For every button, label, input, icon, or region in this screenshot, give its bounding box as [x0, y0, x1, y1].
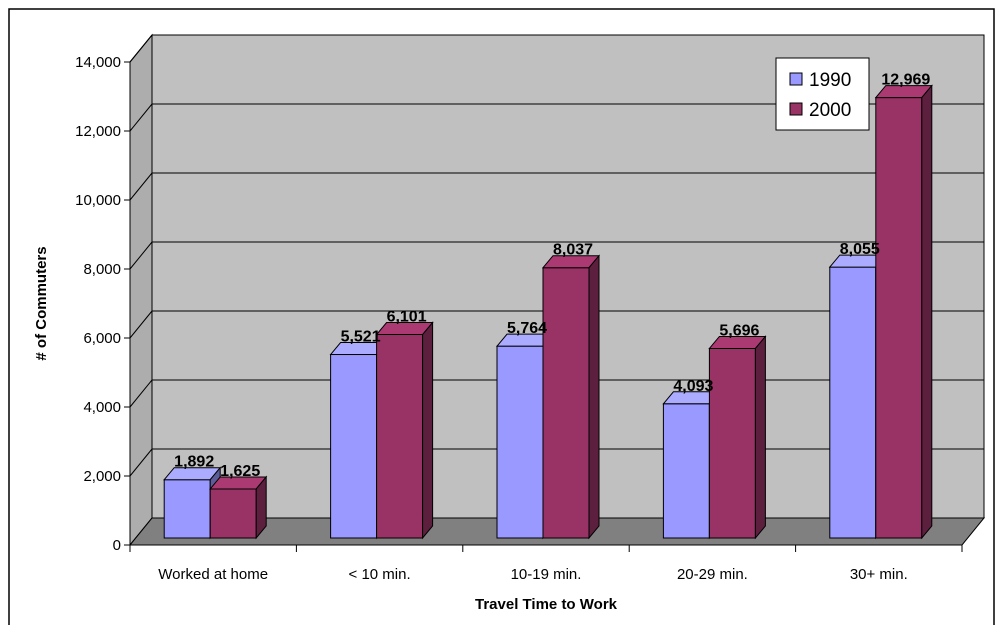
- bars: [163, 84, 933, 540]
- data-label: 4,093: [673, 378, 713, 395]
- gridline-side: [129, 34, 153, 63]
- data-label: 8,055: [840, 241, 880, 258]
- y-tick-label: 0: [113, 537, 121, 554]
- y-tick-label: 4,000: [83, 399, 121, 416]
- data-label: 5,764: [507, 320, 547, 337]
- bar-front: [829, 266, 877, 539]
- y-tick-label: 10,000: [75, 192, 121, 209]
- bar-front: [708, 347, 756, 539]
- y-tick-label: 2,000: [83, 468, 121, 485]
- x-tick-label: 20-29 min.: [677, 566, 748, 583]
- data-labels: 1,892 1,625 5,521 6,101 5,764 8,037 4,093 5,696…: [174, 72, 930, 480]
- data-label: 6,101: [387, 309, 427, 326]
- y-tick-label: 14,000: [75, 54, 121, 71]
- bar-front: [330, 354, 378, 539]
- bar-side: [754, 335, 766, 540]
- bar-front: [163, 479, 211, 539]
- legend: 1990 2000: [775, 57, 870, 131]
- data-label: 5,521: [341, 329, 381, 346]
- x-tick-labels: Worked at home < 10 min. 10-19 min. 20-29 m…: [158, 566, 907, 583]
- x-tick-label: 10-19 min.: [511, 566, 582, 583]
- bar-2000-3: [708, 335, 767, 540]
- gridline-side: [129, 379, 153, 408]
- gridline-side: [129, 103, 153, 132]
- gridline-side: [129, 241, 153, 270]
- bar-2000-1: [375, 321, 434, 540]
- bar-front: [542, 267, 590, 539]
- legend-swatch-2000: [789, 102, 803, 116]
- bar-front: [376, 334, 424, 539]
- x-axis-title: Travel Time to Work: [475, 596, 618, 613]
- bar-front: [662, 403, 710, 539]
- bar-2000-4: [874, 84, 933, 540]
- side-wall: [129, 33, 153, 547]
- x-tick-label: < 10 min.: [349, 566, 411, 583]
- bar-front: [209, 488, 257, 539]
- bar-front: [875, 97, 923, 539]
- bar-side: [921, 84, 933, 540]
- legend-label-2000: 2000: [809, 100, 851, 121]
- x-tick-label: 30+ min.: [850, 566, 908, 583]
- bar-2000-2: [541, 254, 601, 540]
- bar-2000-0: [209, 475, 268, 540]
- bar-side: [588, 254, 600, 540]
- y-tick-label: 6,000: [83, 330, 121, 347]
- legend-box: [775, 57, 870, 131]
- data-label: 12,969: [881, 72, 930, 89]
- gridline-side: [129, 172, 153, 201]
- data-label: 8,037: [553, 242, 593, 259]
- data-label: 1,892: [174, 454, 214, 471]
- y-tick-label: 8,000: [83, 261, 121, 278]
- y-tick-label: 12,000: [75, 123, 121, 140]
- legend-label-1990: 1990: [809, 70, 851, 91]
- bar-side: [422, 321, 434, 540]
- gridline-side: [129, 448, 153, 477]
- bar-front: [496, 345, 544, 539]
- y-axis-title: # of Commuters: [33, 246, 50, 360]
- data-label: 1,625: [220, 463, 260, 480]
- gridline-side: [129, 310, 153, 339]
- y-tick-labels: 0 2,000 4,000 6,000 8,000 10,000 12,000 14,000: [75, 54, 121, 554]
- legend-swatch-1990: [789, 72, 803, 86]
- data-label: 5,696: [719, 322, 759, 339]
- axes: [124, 61, 963, 552]
- bar-side: [255, 475, 267, 540]
- x-tick-label: Worked at home: [158, 566, 268, 583]
